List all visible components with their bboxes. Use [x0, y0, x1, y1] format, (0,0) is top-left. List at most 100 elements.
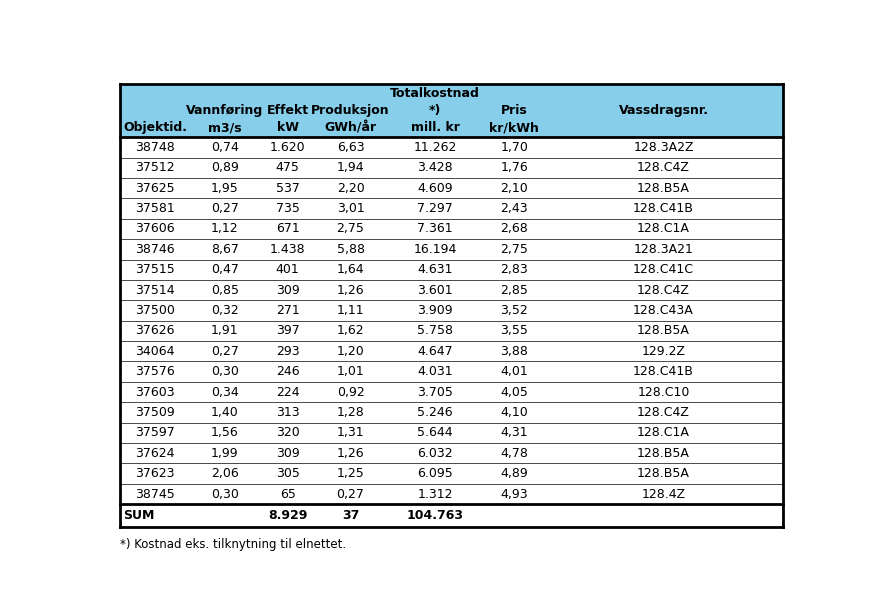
- Text: 671: 671: [276, 222, 300, 235]
- Text: kr/kWh: kr/kWh: [490, 121, 539, 134]
- Text: 5.644: 5.644: [417, 426, 453, 439]
- Text: 0,89: 0,89: [211, 161, 239, 174]
- Text: Effekt: Effekt: [267, 104, 308, 117]
- Text: *) Kostnad eks. tilknytning til elnettet.: *) Kostnad eks. tilknytning til elnettet…: [121, 538, 346, 551]
- Text: 3,01: 3,01: [337, 202, 365, 215]
- Text: 293: 293: [276, 345, 300, 358]
- Text: 128.3A21: 128.3A21: [633, 243, 693, 256]
- Text: 1,25: 1,25: [337, 467, 365, 480]
- Text: 0,27: 0,27: [211, 345, 239, 358]
- Text: *): *): [429, 104, 441, 117]
- Text: 2,06: 2,06: [211, 467, 239, 480]
- Text: 128.B5A: 128.B5A: [637, 182, 690, 194]
- Text: 37515: 37515: [136, 263, 175, 276]
- Text: 37597: 37597: [136, 426, 175, 439]
- Bar: [121, 84, 782, 137]
- Text: 3.705: 3.705: [417, 386, 453, 399]
- Text: 1,76: 1,76: [500, 161, 529, 174]
- Text: 1,56: 1,56: [211, 426, 239, 439]
- Text: 128.C43A: 128.C43A: [633, 304, 694, 317]
- Text: 1,20: 1,20: [337, 345, 365, 358]
- Text: 1,40: 1,40: [211, 406, 239, 419]
- Text: Objektid.: Objektid.: [123, 121, 187, 134]
- Text: 4,89: 4,89: [500, 467, 529, 480]
- Text: 6,63: 6,63: [337, 141, 365, 154]
- Text: 38748: 38748: [136, 141, 175, 154]
- Text: 320: 320: [276, 426, 300, 439]
- Text: 0,32: 0,32: [211, 304, 239, 317]
- Text: 1,26: 1,26: [337, 447, 365, 460]
- Text: 7.361: 7.361: [417, 222, 453, 235]
- Text: Vassdragsnr.: Vassdragsnr.: [618, 104, 708, 117]
- Text: 1,01: 1,01: [337, 365, 365, 378]
- Text: 4.631: 4.631: [418, 263, 453, 276]
- Text: 128.B5A: 128.B5A: [637, 447, 690, 460]
- Text: 1,26: 1,26: [337, 284, 365, 297]
- Text: kW: kW: [277, 121, 299, 134]
- Text: 34064: 34064: [136, 345, 175, 358]
- Text: 37624: 37624: [136, 447, 175, 460]
- Text: Vannføring: Vannføring: [186, 104, 263, 117]
- Text: 1.620: 1.620: [270, 141, 306, 154]
- Text: 309: 309: [276, 447, 300, 460]
- Text: 0,30: 0,30: [211, 365, 239, 378]
- Text: 128.3A2Z: 128.3A2Z: [633, 141, 693, 154]
- Text: 128.C1A: 128.C1A: [637, 222, 690, 235]
- Text: 2,10: 2,10: [500, 182, 529, 194]
- Text: 1,99: 1,99: [211, 447, 239, 460]
- Text: 271: 271: [276, 304, 300, 317]
- Text: 4,93: 4,93: [500, 488, 529, 500]
- Text: 65: 65: [279, 488, 295, 500]
- Text: 1,64: 1,64: [337, 263, 365, 276]
- Text: 37581: 37581: [136, 202, 175, 215]
- Text: m3/s: m3/s: [208, 121, 241, 134]
- Text: 4,78: 4,78: [500, 447, 529, 460]
- Text: 104.763: 104.763: [406, 509, 463, 522]
- Text: 4.647: 4.647: [417, 345, 453, 358]
- Text: 5.246: 5.246: [417, 406, 453, 419]
- Text: 401: 401: [276, 263, 300, 276]
- Text: 3.601: 3.601: [417, 284, 453, 297]
- Text: 224: 224: [276, 386, 300, 399]
- Text: 1.312: 1.312: [418, 488, 453, 500]
- Text: 735: 735: [276, 202, 300, 215]
- Text: 37625: 37625: [136, 182, 175, 194]
- Text: 38745: 38745: [136, 488, 175, 500]
- Text: 11.262: 11.262: [413, 141, 456, 154]
- Text: SUM: SUM: [123, 509, 154, 522]
- Text: 2,20: 2,20: [337, 182, 365, 194]
- Text: 305: 305: [276, 467, 300, 480]
- Text: 4,05: 4,05: [500, 386, 529, 399]
- Text: 0,74: 0,74: [211, 141, 239, 154]
- Text: mill. kr: mill. kr: [411, 121, 459, 134]
- Text: 128.C4Z: 128.C4Z: [637, 284, 690, 297]
- Text: 3.909: 3.909: [417, 304, 453, 317]
- Text: 2,85: 2,85: [500, 284, 529, 297]
- Text: Pris: Pris: [501, 104, 528, 117]
- Text: GWh/år: GWh/år: [324, 121, 376, 134]
- Text: 37606: 37606: [136, 222, 175, 235]
- Text: 37603: 37603: [136, 386, 175, 399]
- Text: 1.438: 1.438: [270, 243, 306, 256]
- Text: 4.609: 4.609: [417, 182, 453, 194]
- Text: 313: 313: [276, 406, 300, 419]
- Text: 37576: 37576: [136, 365, 175, 378]
- Text: 4,01: 4,01: [500, 365, 529, 378]
- Text: 128.C10: 128.C10: [637, 386, 690, 399]
- Text: 128.C1A: 128.C1A: [637, 426, 690, 439]
- Text: 5,88: 5,88: [337, 243, 365, 256]
- Text: 2,43: 2,43: [500, 202, 529, 215]
- Text: 4.031: 4.031: [417, 365, 453, 378]
- Text: Produksjon: Produksjon: [311, 104, 389, 117]
- Text: 309: 309: [276, 284, 300, 297]
- Text: 1,94: 1,94: [337, 161, 365, 174]
- Text: 4,31: 4,31: [500, 426, 529, 439]
- Text: 8.929: 8.929: [268, 509, 307, 522]
- Text: 3,52: 3,52: [500, 304, 529, 317]
- Text: 128.4Z: 128.4Z: [641, 488, 685, 500]
- Text: 475: 475: [276, 161, 300, 174]
- Text: 8,67: 8,67: [211, 243, 239, 256]
- Text: 37512: 37512: [136, 161, 175, 174]
- Text: 2,68: 2,68: [500, 222, 529, 235]
- Text: 1,11: 1,11: [337, 304, 365, 317]
